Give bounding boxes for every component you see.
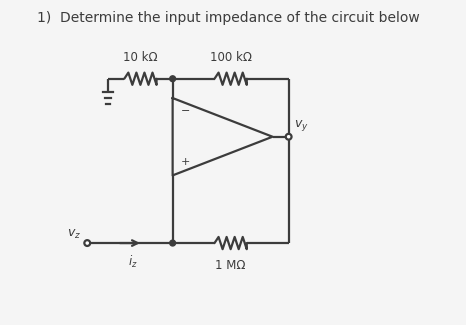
Text: −: − [181, 106, 190, 116]
Text: 100 kΩ: 100 kΩ [210, 51, 252, 64]
Text: +: + [181, 157, 190, 167]
Circle shape [170, 240, 176, 246]
Text: 1)  Determine the input impedance of the circuit below: 1) Determine the input impedance of the … [37, 11, 420, 25]
Circle shape [286, 134, 292, 140]
Text: $v_y$: $v_y$ [295, 119, 309, 134]
Text: $v_z$: $v_z$ [67, 228, 82, 241]
Text: 1 MΩ: 1 MΩ [215, 258, 246, 271]
Circle shape [84, 240, 90, 246]
Text: $i_z$: $i_z$ [128, 254, 138, 270]
Circle shape [170, 76, 176, 82]
Text: 10 kΩ: 10 kΩ [123, 51, 158, 64]
